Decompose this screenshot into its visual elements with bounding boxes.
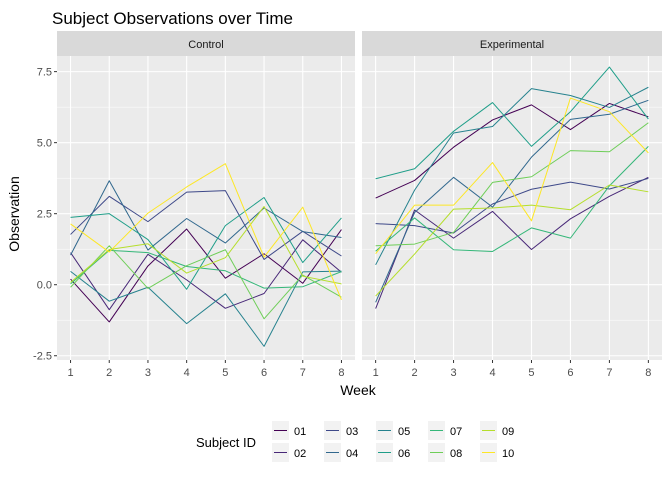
series-line-09 [70, 206, 342, 285]
series-line-01 [375, 102, 649, 199]
y-tick-label: 5.0 [37, 138, 52, 150]
y-tick-label: -2.5 [33, 351, 52, 363]
legend-label: 04 [346, 448, 358, 460]
x-tick-label: 8 [338, 367, 344, 379]
legend-label: 08 [450, 448, 462, 460]
series-line-04 [375, 99, 649, 303]
x-tick-label: 5 [528, 367, 534, 379]
strip-background [57, 31, 355, 56]
x-tick-label: 5 [222, 367, 228, 379]
x-tick-label: 4 [184, 367, 190, 379]
y-axis-title: Observation [6, 176, 22, 251]
x-tick-label: 8 [645, 367, 651, 379]
legend-item-05: 05 [376, 421, 410, 440]
legend-label: 03 [346, 426, 358, 438]
series-line-06 [375, 66, 649, 180]
x-tick-label: 3 [450, 367, 456, 379]
legend-label: 01 [294, 426, 306, 438]
series-line-04 [70, 180, 342, 256]
legend-label: 05 [398, 426, 410, 438]
series-line-03 [70, 190, 342, 260]
series-line-07 [375, 145, 649, 252]
legend-label: 09 [502, 426, 514, 438]
legend: Subject ID 01 02 03 04 05 06 07 08 09 10 [196, 421, 514, 462]
x-tick-label: 7 [300, 367, 306, 379]
series-line-05 [70, 270, 342, 347]
strip-background [362, 31, 662, 56]
legend-item-06: 06 [376, 443, 410, 462]
series-line-05 [375, 86, 649, 266]
series-line-09 [375, 184, 649, 297]
legend-item-04: 04 [324, 443, 358, 462]
x-tick-label: 3 [145, 367, 151, 379]
panel-background [362, 56, 662, 360]
series-line-01 [70, 228, 342, 323]
legend-label: 02 [294, 448, 306, 460]
x-tick-label: 7 [606, 367, 612, 379]
x-tick-label: 6 [261, 367, 267, 379]
x-tick-label: 6 [567, 367, 573, 379]
series-line-07 [70, 249, 342, 289]
series-line-08 [375, 122, 649, 247]
y-tick-label: 0.0 [37, 280, 52, 292]
series-line-02 [375, 176, 649, 309]
legend-label: 06 [398, 448, 410, 460]
series-line-02 [70, 239, 342, 311]
x-tick-label: 1 [67, 367, 73, 379]
series-line-08 [70, 245, 342, 320]
x-tick-label: 2 [412, 367, 418, 379]
strip-label: Control [188, 39, 223, 51]
legend-item-10: 10 [480, 443, 514, 462]
panel-experimental: Experimental 1 2 3 4 5 6 7 8 [362, 31, 662, 379]
panel-background [57, 56, 355, 360]
x-axis-title: Week [340, 382, 377, 398]
strip-label: Experimental [480, 39, 544, 51]
y-tick-label: 7.5 [37, 67, 52, 79]
series-line-10 [375, 97, 649, 255]
y-tick-label: 2.5 [37, 209, 52, 221]
y-axis: -2.5 0.0 2.5 5.0 7.5 [33, 67, 57, 363]
series-line-10 [70, 163, 342, 300]
series-line-03 [375, 177, 649, 234]
legend-label: 10 [502, 448, 514, 460]
x-tick-label: 2 [106, 367, 112, 379]
x-tick-label: 1 [373, 367, 379, 379]
panel-control: Control 1 2 3 4 5 6 7 8 [57, 31, 355, 379]
legend-label: 07 [450, 426, 462, 438]
x-tick-label: 4 [489, 367, 495, 379]
legend-title: Subject ID [196, 435, 256, 450]
legend-item-09: 09 [480, 421, 514, 440]
chart-title: Subject Observations over Time [52, 9, 293, 28]
legend-item-02: 02 [272, 443, 306, 462]
legend-item-03: 03 [324, 421, 358, 440]
legend-item-08: 08 [428, 443, 462, 462]
legend-item-01: 01 [272, 421, 306, 440]
legend-item-07: 07 [428, 421, 462, 440]
facet-panels: Control 1 2 3 4 5 6 7 8 Experimental 1 2 3 4 5 6 7 8 -2.5 0… [33, 31, 662, 379]
